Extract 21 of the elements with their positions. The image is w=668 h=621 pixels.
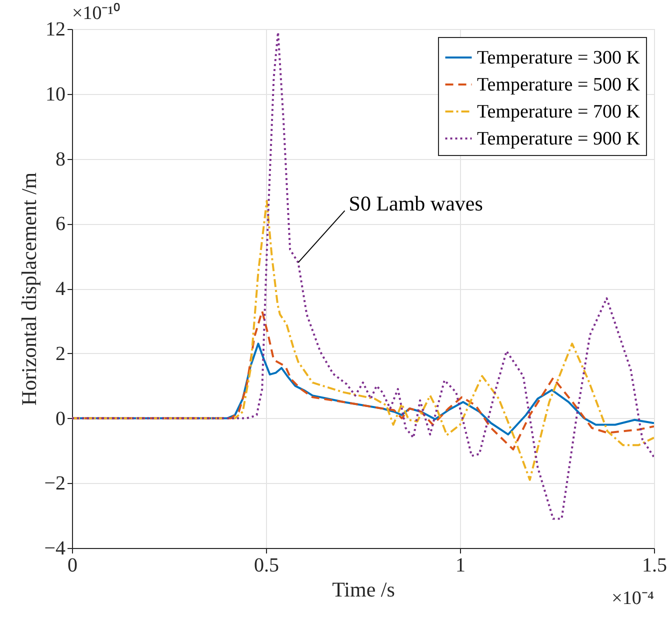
y-axis-title: Horizontal displacement /m bbox=[17, 172, 42, 406]
annotation: S0 Lamb waves bbox=[348, 192, 483, 216]
text: ×10⁻¹⁰ bbox=[72, 2, 120, 24]
x-tick-label: 1 bbox=[456, 554, 466, 576]
y-tick-label: 12 bbox=[46, 18, 66, 40]
y-tick-label: 6 bbox=[56, 213, 66, 236]
y-tick-label: 4 bbox=[56, 278, 66, 300]
y-tick-label: −4 bbox=[44, 538, 66, 560]
y-tick-label: 8 bbox=[56, 148, 66, 170]
text: ×10⁻⁴ bbox=[612, 588, 654, 609]
y-tick-label: 0 bbox=[56, 408, 66, 430]
y-tick-label: 10 bbox=[46, 83, 66, 106]
x-tick-label: 0.5 bbox=[254, 554, 279, 576]
y-tick-label: −2 bbox=[44, 472, 66, 495]
legend-label: Temperature = 300 K bbox=[477, 48, 640, 68]
legend-label: Temperature = 700 K bbox=[477, 102, 640, 122]
x-tick-label: 1.5 bbox=[642, 554, 667, 576]
y-tick-label: 2 bbox=[56, 342, 66, 365]
x-axis-title: Time /s bbox=[332, 578, 395, 602]
legend-label: Temperature = 900 K bbox=[477, 128, 640, 150]
legend-label: Temperature = 500 K bbox=[477, 74, 640, 96]
